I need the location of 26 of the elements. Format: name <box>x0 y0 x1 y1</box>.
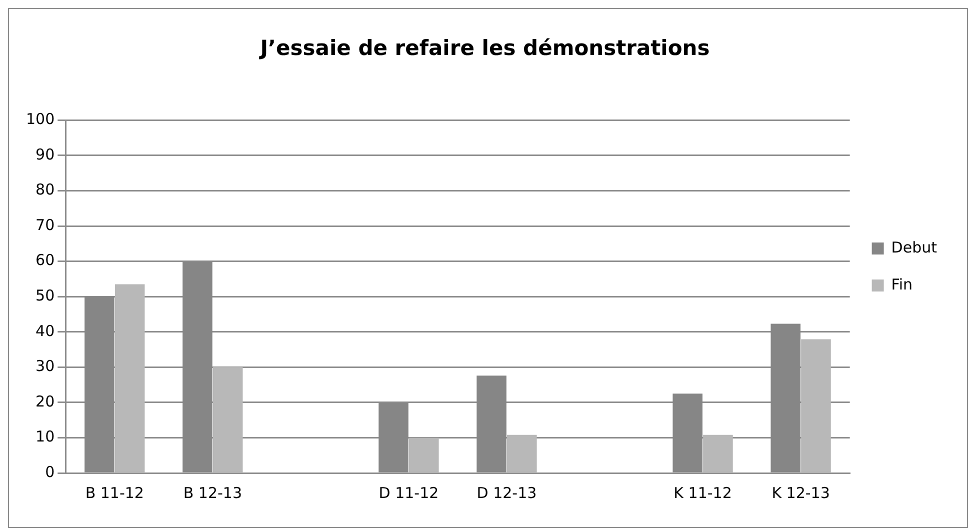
x-tick-label: D 12-13 <box>476 484 537 502</box>
x-tick-label: K 12-13 <box>772 484 830 502</box>
bar <box>507 434 537 472</box>
y-tick-label: 30 <box>36 357 55 376</box>
legend-label: Debut <box>891 238 938 256</box>
y-tick-label: 60 <box>36 251 55 270</box>
bar <box>114 284 145 472</box>
y-tick-label: 20 <box>36 392 55 410</box>
x-tick-label: K 11-12 <box>674 484 732 502</box>
bar <box>801 339 831 472</box>
legend-label: Fin <box>891 275 913 294</box>
chart-title: J’essaie de refaire les démonstrations <box>258 36 710 60</box>
y-tick-label: 100 <box>26 110 55 128</box>
y-tick-label: 70 <box>36 216 55 234</box>
bar <box>212 367 243 472</box>
y-tick-label: 50 <box>36 286 55 304</box>
x-tick-label: B 12-13 <box>183 484 242 502</box>
y-tick-label: 90 <box>36 145 55 164</box>
x-tick-label: B 11-12 <box>85 484 144 502</box>
y-tick-label: 0 <box>45 462 55 481</box>
bar <box>409 438 439 472</box>
bar <box>703 434 733 472</box>
y-tick-label: 80 <box>36 180 55 199</box>
y-tick-label: 10 <box>36 428 55 446</box>
x-tick-label: D 11-12 <box>378 484 439 502</box>
y-tick-label: 40 <box>36 322 55 340</box>
